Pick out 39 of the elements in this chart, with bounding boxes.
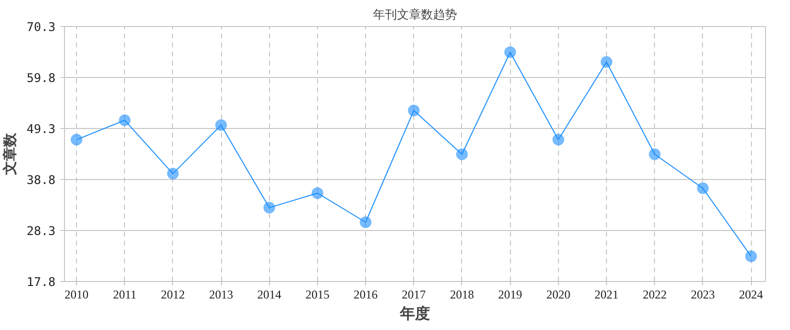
x-tick-label: 2019 [498, 288, 522, 302]
x-tick-label: 2013 [209, 288, 234, 302]
point [311, 187, 324, 200]
point [504, 46, 516, 58]
x-tick-label: 2020 [546, 288, 570, 302]
point [263, 202, 276, 214]
point [118, 114, 131, 126]
y-tick-label: 59.8 [26, 71, 56, 85]
point [696, 182, 709, 194]
x-tick-label: 2017 [402, 288, 426, 302]
x-tick-label: 2018 [450, 288, 474, 302]
x-tick-label: 2016 [354, 288, 378, 302]
x-tick-label: 2021 [594, 288, 619, 302]
y-axis-title: 文章数 [2, 132, 19, 176]
point [166, 168, 179, 180]
x-tick-label: 2014 [257, 288, 282, 302]
y-tick-label: 38.8 [26, 173, 56, 187]
x-tick-label: 2022 [642, 288, 667, 302]
point [552, 134, 564, 146]
point [456, 148, 468, 160]
x-tick-label: 2024 [739, 288, 764, 302]
y-tick-label: 49.3 [26, 122, 56, 136]
x-tick-label: 2015 [305, 288, 330, 302]
point [408, 104, 420, 117]
y-tick-label: 28.3 [26, 224, 56, 238]
point [745, 250, 758, 262]
point [600, 56, 613, 68]
y-tick-label: 70.3 [26, 20, 56, 34]
x-tick-label: 2012 [160, 288, 185, 302]
x-tick-label: 2011 [112, 288, 137, 302]
point [648, 148, 661, 160]
x-axis-title: 年度 [399, 304, 430, 322]
point [360, 216, 372, 228]
x-tick-label: 2023 [690, 288, 715, 302]
x-tick-label: 2010 [64, 288, 89, 302]
point [215, 119, 228, 132]
point [70, 134, 83, 146]
y-tick-label: 17.8 [26, 275, 56, 289]
chart-title: 年刊文章数趋势 [373, 8, 457, 22]
